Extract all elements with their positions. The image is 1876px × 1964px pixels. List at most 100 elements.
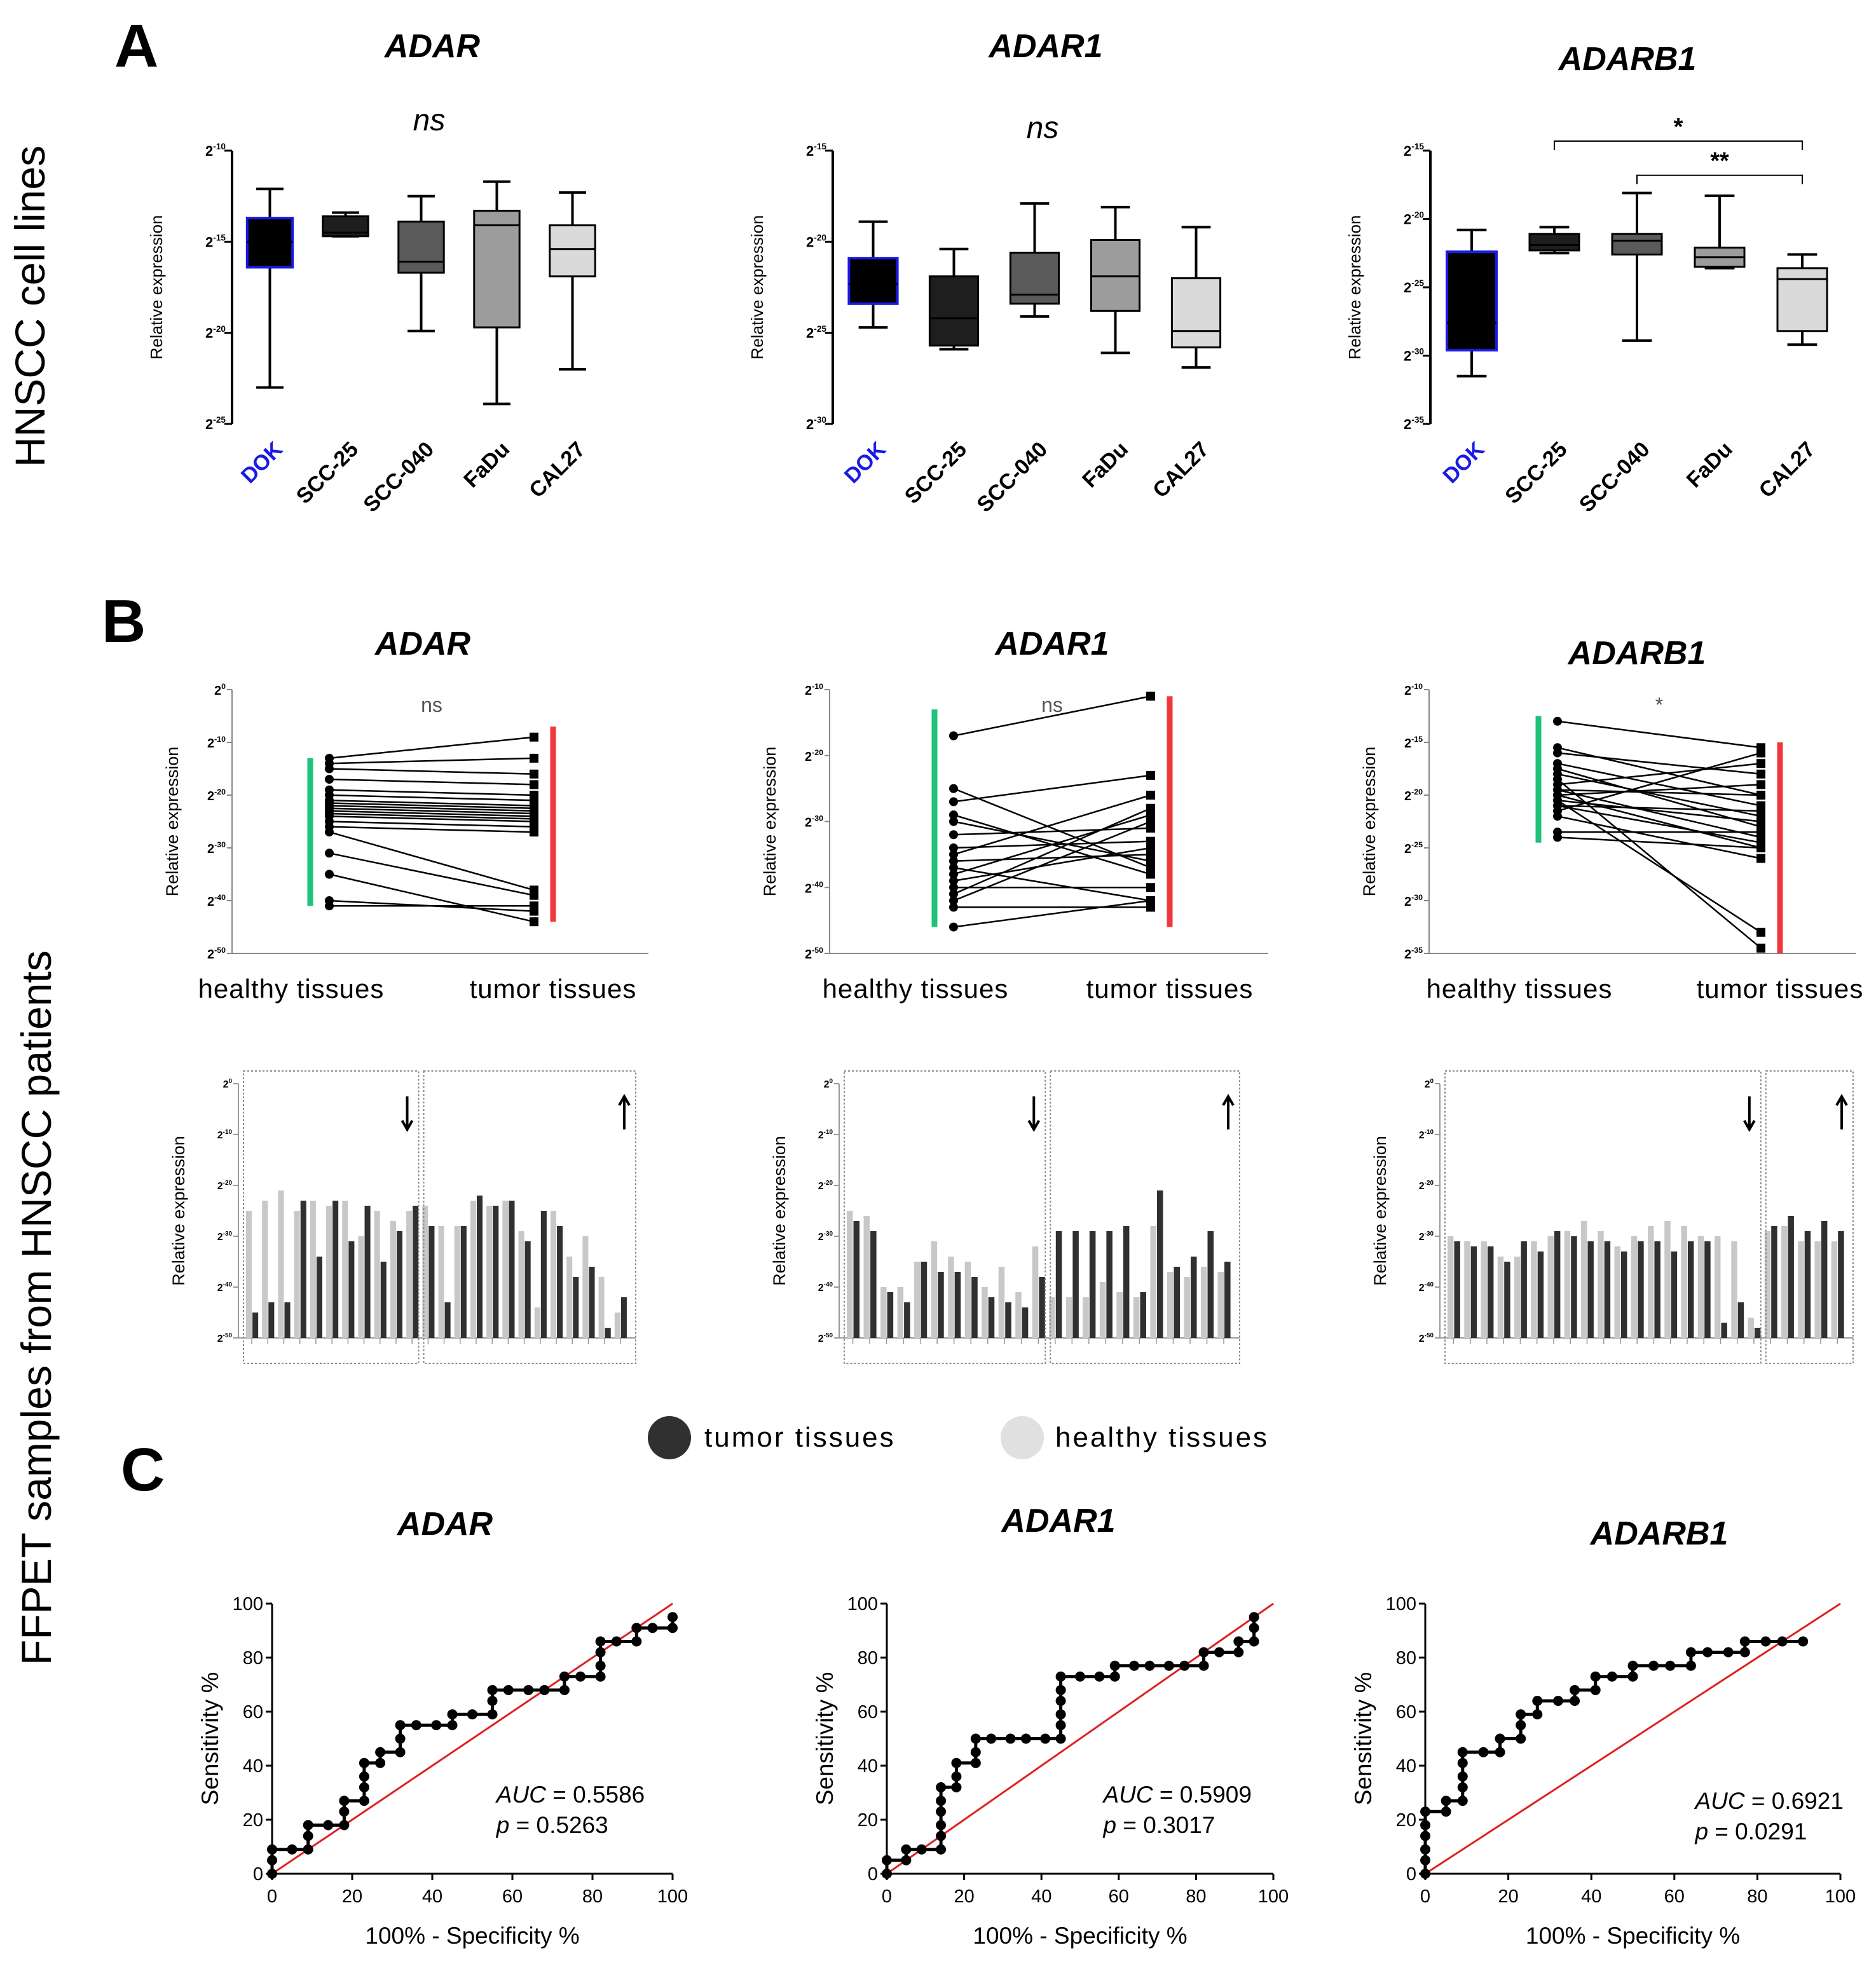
paired-line bbox=[1557, 789, 1762, 796]
paired-line bbox=[1557, 768, 1762, 828]
paired-line bbox=[329, 805, 535, 812]
c-x-tick-label: 100 bbox=[1825, 1886, 1856, 1907]
c-x-tick-label: 40 bbox=[1031, 1886, 1051, 1907]
healthy-bar bbox=[1798, 1241, 1804, 1338]
legend-tumor-label: tumor tissues bbox=[704, 1422, 896, 1453]
c-y-tick-label: 60 bbox=[1396, 1702, 1416, 1722]
roc-point bbox=[936, 1796, 947, 1806]
c-y-tick-label: 0 bbox=[1406, 1864, 1416, 1885]
healthy-point bbox=[325, 901, 334, 911]
healthy-bar bbox=[550, 1211, 557, 1338]
paired-line bbox=[1557, 747, 1762, 796]
box-cal27 bbox=[1170, 277, 1222, 349]
healthy-bar bbox=[406, 1211, 413, 1338]
b-y-tick-label: 2-25 bbox=[1404, 840, 1423, 856]
roc-point bbox=[1055, 1671, 1066, 1682]
roc-point bbox=[631, 1636, 642, 1647]
healthy-bar bbox=[1133, 1297, 1140, 1338]
healthy-bar bbox=[948, 1257, 954, 1338]
paired-line bbox=[1557, 784, 1762, 796]
roc-curve bbox=[1423, 1640, 1804, 1874]
roc-point bbox=[1214, 1647, 1224, 1658]
healthy-bar bbox=[566, 1257, 573, 1338]
c-x-tick-label: 60 bbox=[1109, 1886, 1129, 1907]
tumor-bar bbox=[1638, 1241, 1644, 1338]
roc-point bbox=[1129, 1660, 1140, 1671]
healthy-bar bbox=[1664, 1221, 1671, 1338]
c-x-tick-label: 40 bbox=[422, 1886, 442, 1907]
tumor-bar bbox=[1788, 1216, 1794, 1338]
roc-point bbox=[1665, 1660, 1676, 1671]
c-y-tick-label: 100 bbox=[233, 1594, 263, 1614]
roc-point bbox=[970, 1733, 981, 1744]
tumor-point bbox=[1146, 770, 1155, 780]
healthy-bar bbox=[342, 1201, 348, 1338]
healthy-bar bbox=[1697, 1236, 1704, 1338]
a-x-label: SCC-040 bbox=[972, 437, 1052, 517]
roc-curve bbox=[270, 1617, 674, 1874]
roc-point bbox=[1198, 1647, 1209, 1658]
healthy-bar bbox=[422, 1206, 428, 1338]
roc-point bbox=[1420, 1806, 1430, 1817]
roc-point bbox=[1055, 1685, 1066, 1695]
p-value-text: p = 0.3017 bbox=[1102, 1812, 1215, 1838]
roc-point bbox=[559, 1685, 570, 1695]
roc-point bbox=[1055, 1709, 1066, 1720]
paired-line bbox=[1557, 779, 1762, 949]
healthy-bar bbox=[914, 1262, 921, 1338]
tumor-point bbox=[530, 917, 538, 927]
tumor-bar bbox=[1504, 1262, 1510, 1338]
roc-point bbox=[1441, 1806, 1451, 1817]
roc-point bbox=[1144, 1660, 1155, 1671]
roc-point bbox=[267, 1869, 277, 1879]
roc-point bbox=[487, 1709, 498, 1720]
healthy-bar bbox=[390, 1221, 396, 1338]
c-y-tick-label: 80 bbox=[1396, 1648, 1416, 1668]
tumor-bar bbox=[620, 1297, 627, 1338]
bar-y-tick-label: 2-50 bbox=[818, 1332, 833, 1344]
c-y-tick-label: 80 bbox=[858, 1648, 878, 1668]
roc-point bbox=[575, 1671, 586, 1682]
tumor-point bbox=[1756, 748, 1765, 758]
tumor-point bbox=[1756, 769, 1765, 779]
roc-point bbox=[339, 1796, 350, 1806]
b-y-tick-label: 2-35 bbox=[1404, 946, 1423, 962]
bar-y-tick-label: 2-10 bbox=[1419, 1129, 1434, 1141]
tumor-point bbox=[1146, 843, 1155, 852]
tumor-bar bbox=[1537, 1251, 1544, 1338]
healthy-bar bbox=[1564, 1231, 1571, 1338]
tumor-point bbox=[1756, 828, 1765, 837]
a-y-tick-label: 2-20 bbox=[205, 324, 226, 341]
roc-point bbox=[1020, 1733, 1031, 1744]
b-y-tick-label: 2-30 bbox=[1404, 893, 1423, 909]
b-y-tick-label: 2-40 bbox=[207, 893, 226, 909]
tumor-bar bbox=[476, 1196, 483, 1338]
tumor-bar bbox=[348, 1241, 355, 1338]
healthy-bar bbox=[486, 1206, 493, 1338]
roc-point bbox=[1552, 1696, 1563, 1706]
group-frame-up bbox=[1765, 1070, 1854, 1364]
paired-line bbox=[329, 800, 535, 807]
a-x-label: FaDu bbox=[1078, 437, 1133, 493]
a-x-label: FaDu bbox=[1682, 437, 1737, 493]
paired-line bbox=[329, 768, 535, 775]
tumor-bar bbox=[1224, 1262, 1231, 1338]
healthy-bar bbox=[1167, 1272, 1174, 1338]
c-y-axis-label: Sensitivity % bbox=[197, 1672, 223, 1806]
roc-point bbox=[1648, 1660, 1659, 1671]
tumor-point bbox=[1146, 692, 1155, 701]
healthy-bar bbox=[1631, 1236, 1638, 1338]
c-x-tick-label: 0 bbox=[882, 1886, 892, 1907]
tumor-bar bbox=[853, 1221, 860, 1338]
healthy-bar bbox=[1731, 1241, 1737, 1338]
roc-point bbox=[1570, 1696, 1580, 1706]
healthy-bar bbox=[1015, 1292, 1022, 1338]
tumor-bar bbox=[1771, 1226, 1777, 1338]
roc-point bbox=[359, 1796, 369, 1806]
healthy-bar bbox=[1032, 1246, 1039, 1338]
tumor-bar bbox=[1604, 1241, 1611, 1338]
roc-point bbox=[1055, 1733, 1066, 1744]
c-title-adar1: ADAR1 bbox=[1000, 1503, 1115, 1539]
roc-point bbox=[936, 1831, 947, 1841]
roc-point bbox=[503, 1685, 514, 1695]
